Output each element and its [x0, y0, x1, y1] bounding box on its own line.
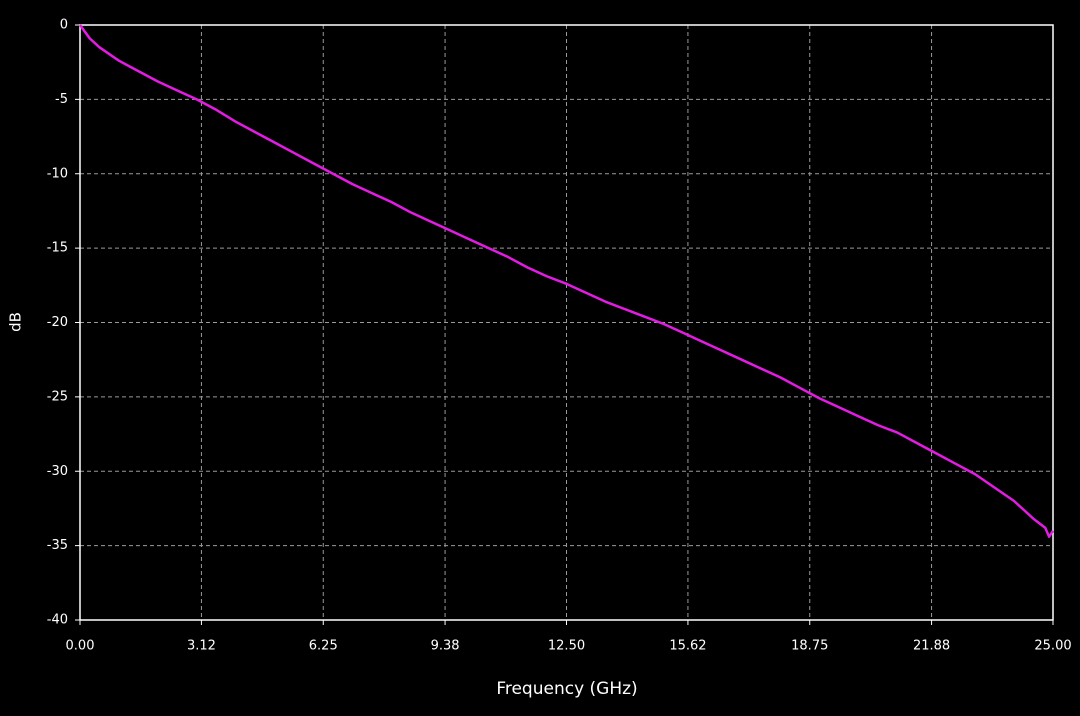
- y-tick-label: -10: [47, 166, 68, 181]
- data-line: [78, 24, 1055, 538]
- y-tick-label: -5: [55, 92, 68, 107]
- y-tick-label: -15: [47, 241, 68, 256]
- y-tick-label: -30: [47, 464, 68, 479]
- x-tick-label: 15.62: [669, 639, 706, 654]
- x-tick-label: 12.50: [548, 639, 585, 654]
- x-tick-label: 18.75: [791, 639, 828, 654]
- plot-border: [79, 24, 1054, 621]
- x-tick-label: 6.25: [309, 639, 338, 654]
- x-tick-label: 9.38: [431, 639, 460, 654]
- y-tick-label: 0: [60, 18, 68, 33]
- y-tick-label: -25: [47, 389, 68, 404]
- x-tick-label: 21.88: [913, 639, 950, 654]
- x-tick-label: 0.00: [66, 639, 95, 654]
- x-tick-label: 3.12: [187, 639, 216, 654]
- y-tick-label: -40: [47, 613, 68, 628]
- y-tick-label: -20: [47, 315, 68, 330]
- x-tick-label: 25.00: [1034, 639, 1071, 654]
- y-axis-label: dB: [7, 312, 25, 332]
- x-axis-label: Frequency (GHz): [496, 679, 637, 699]
- y-tick-label: -35: [47, 538, 68, 553]
